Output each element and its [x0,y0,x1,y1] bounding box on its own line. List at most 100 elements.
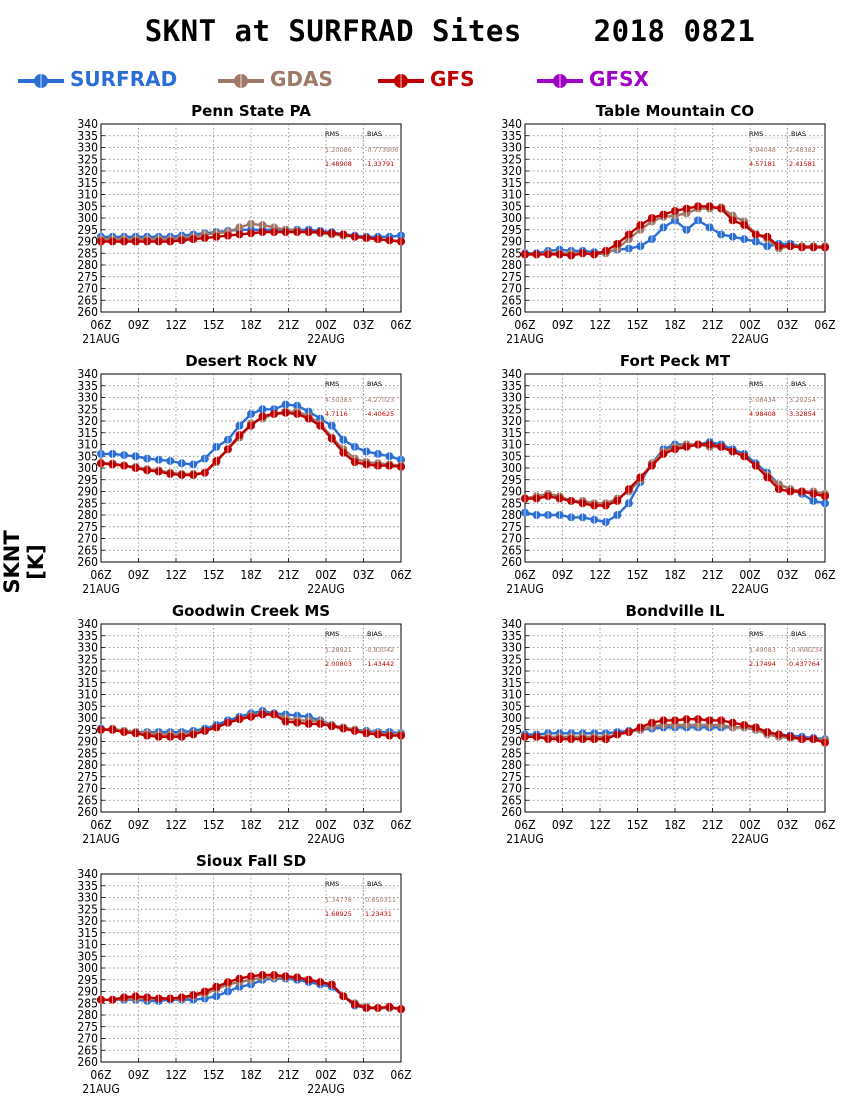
y-tick-label: 325 [77,152,98,166]
y-tick-label: 330 [501,391,522,405]
stats-rms-gdas: 1.20086 [325,146,352,154]
y-tick-label: 335 [77,379,98,393]
y-tick-label: 305 [77,699,98,713]
legend-marker-gdas [218,74,264,88]
x-tick-label: 15Z [203,1068,224,1082]
stats-bias-gfs: 1.23431 [365,910,392,918]
y-tick-label: 290 [501,235,522,249]
panel-fort-peck-mt: 2602652702752802852902953003053103153203… [501,352,835,596]
stats-rms-gfs: 1.68925 [325,910,352,918]
x-tick-label: 06Z [90,568,111,582]
y-tick-label: 260 [501,555,522,569]
stats-bias-gfs: 2.41581 [789,160,816,168]
stats-bias-gfs: -1.33791 [365,160,394,168]
y-tick-label: 270 [77,782,98,796]
date-label: 22AUG [307,1082,344,1096]
x-tick-label: 00Z [315,318,336,332]
x-tick-label: 00Z [315,1068,336,1082]
y-tick-label: 310 [77,938,98,952]
panel-title: Desert Rock NV [185,352,317,370]
date-label: 21AUG [506,582,543,596]
x-tick-label: 00Z [739,318,760,332]
stats-rms-gdas: 4.50383 [325,396,352,404]
stats-rms-gdas: 1.49083 [749,646,776,654]
stats-bias-header: BIAS [791,380,806,388]
stats-bias-header: BIAS [367,380,382,388]
x-tick-label: 18Z [240,818,261,832]
legend-label-gdas: GDAS [270,67,333,91]
y-tick-label: 335 [501,129,522,143]
x-tick-label: 21Z [702,318,723,332]
panel-title: Table Mountain CO [596,102,754,120]
y-tick-label: 285 [77,496,98,510]
x-tick-label: 18Z [240,568,261,582]
panel-penn-state-pa: 2602652702752802852902953003053103153203… [77,102,411,346]
y-tick-label: 300 [77,711,98,725]
x-tick-label: 09Z [552,818,573,832]
y-tick-label: 325 [501,152,522,166]
stats-rms-header: RMS [749,380,763,388]
stats-rms-gdas: 4.94048 [749,146,776,154]
stats-rms-header: RMS [325,130,339,138]
y-tick-label: 300 [501,461,522,475]
y-tick-label: 305 [501,199,522,213]
x-tick-label: 21Z [702,568,723,582]
y-tick-label: 280 [77,1008,98,1022]
y-tick-label: 270 [77,1032,98,1046]
y-tick-label: 315 [501,176,522,190]
stats-rms-gdas: 1.28921 [325,646,352,654]
x-tick-label: 06Z [90,318,111,332]
y-tick-label: 305 [501,699,522,713]
y-tick-label: 275 [501,270,522,284]
x-tick-label: 06Z [814,568,835,582]
stats-bias-gdas: -0.83042 [365,646,394,654]
date-label: 22AUG [307,582,344,596]
x-tick-label: 12Z [165,818,186,832]
stats-bias-header: BIAS [791,630,806,638]
x-tick-label: 03Z [353,1068,374,1082]
y-tick-label: 300 [77,211,98,225]
panel-bondville-il: 2602652702752802852902953003053103153203… [501,602,835,846]
y-tick-label: 265 [77,293,98,307]
y-tick-label: 320 [501,164,522,178]
x-tick-label: 00Z [739,818,760,832]
x-tick-label: 03Z [353,318,374,332]
y-tick-label: 310 [77,688,98,702]
y-tick-label: 340 [77,117,98,131]
x-tick-label: 00Z [315,568,336,582]
y-tick-label: 340 [77,367,98,381]
legend-label-surfrad: SURFRAD [70,67,178,91]
y-tick-label: 260 [77,1055,98,1069]
x-tick-label: 12Z [589,568,610,582]
y-tick-label: 315 [77,676,98,690]
y-tick-label: 305 [77,199,98,213]
y-tick-label: 295 [501,723,522,737]
stats-bias-header: BIAS [367,630,382,638]
y-tick-label: 260 [501,305,522,319]
stats-rms-gfs: 2.17494 [749,660,776,668]
x-tick-label: 06Z [514,568,535,582]
x-tick-label: 15Z [203,318,224,332]
y-tick-label: 335 [501,379,522,393]
y-tick-label: 300 [501,211,522,225]
panel-sioux-fall-sd: 2602652702752802852902953003053103153203… [77,852,411,1096]
x-tick-label: 03Z [353,818,374,832]
y-tick-label: 320 [501,664,522,678]
y-tick-label: 325 [77,902,98,916]
y-tick-label: 320 [77,414,98,428]
y-tick-label: 305 [77,449,98,463]
panel-title: Sioux Fall SD [196,852,306,870]
date-label: 22AUG [731,332,768,346]
x-tick-label: 15Z [627,318,648,332]
legend-marker-gfs [378,74,424,88]
y-tick-label: 330 [77,391,98,405]
x-tick-label: 15Z [627,818,648,832]
y-tick-label: 315 [77,426,98,440]
y-tick-label: 275 [77,270,98,284]
stats-rms-gfs: 4.57181 [749,160,776,168]
y-tick-label: 270 [501,782,522,796]
y-tick-label: 280 [77,508,98,522]
x-tick-label: 21Z [278,818,299,832]
y-tick-label: 310 [501,688,522,702]
date-label: 21AUG [506,832,543,846]
